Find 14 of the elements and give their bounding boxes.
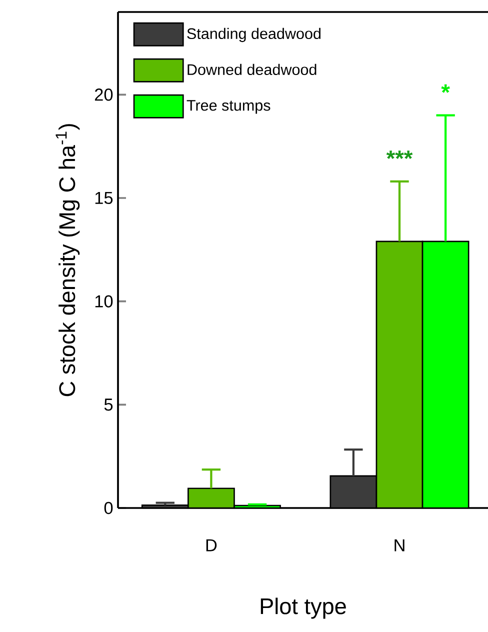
y-tick-label: 5 bbox=[104, 398, 113, 411]
legend-label: Standing deadwood bbox=[187, 28, 320, 42]
x-axis-title: Plot type bbox=[260, 598, 346, 619]
y-tick-label: 15 bbox=[95, 192, 113, 204]
y-tick-label: 10 bbox=[95, 295, 113, 308]
annotation: * bbox=[441, 84, 450, 93]
legend-label: Downed deadwood bbox=[188, 64, 316, 76]
y-tick-label: 20 bbox=[94, 88, 113, 101]
annotation: *** bbox=[386, 150, 413, 159]
y-tick-label: 0 bbox=[104, 502, 113, 514]
legend-label: Tree stumps bbox=[186, 100, 270, 114]
y-axis-title: C stock density (Mg C ha$^{-1}$) bbox=[56, 124, 80, 396]
x-tick-label: N bbox=[394, 539, 404, 552]
x-tick-label: D bbox=[206, 539, 217, 552]
